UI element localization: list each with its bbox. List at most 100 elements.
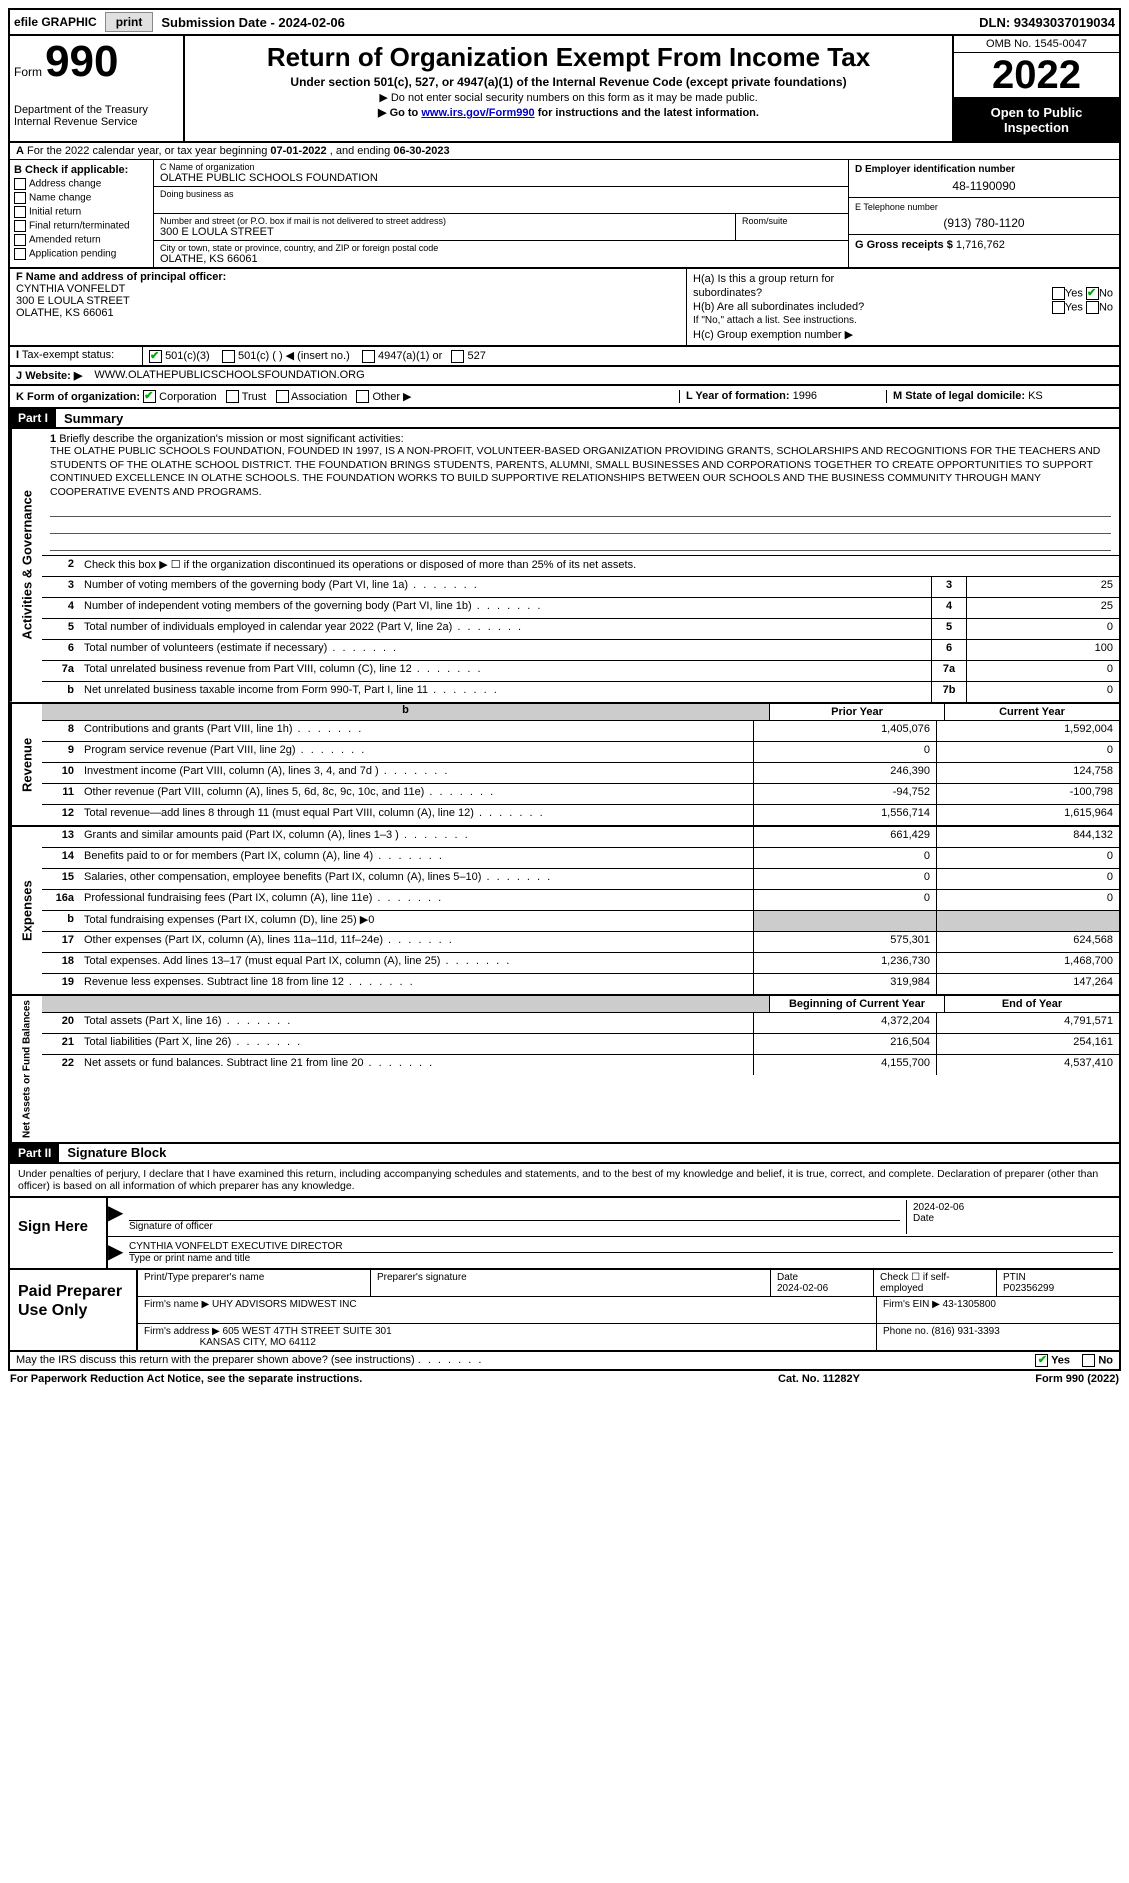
header-prior: Prior Year bbox=[769, 704, 944, 720]
ha-yes-check[interactable] bbox=[1052, 287, 1065, 300]
print-button[interactable]: print bbox=[105, 12, 154, 32]
firm-addr2: KANSAS CITY, MO 64112 bbox=[200, 1337, 316, 1348]
firm-name: UHY ADVISORS MIDWEST INC bbox=[212, 1299, 357, 1310]
row-desc: Other expenses (Part IX, column (A), lin… bbox=[80, 932, 753, 952]
part1-title: Summary bbox=[56, 411, 123, 426]
status-4947-check[interactable] bbox=[362, 350, 375, 363]
row-value: 25 bbox=[966, 577, 1119, 597]
row-num: 15 bbox=[42, 869, 80, 889]
check-application-pending[interactable]: Application pending bbox=[14, 248, 149, 260]
form-id-box: Form 990 Department of the Treasury Inte… bbox=[10, 36, 185, 141]
footer-right: Form 990 (2022) bbox=[919, 1373, 1119, 1385]
entity-block: B Check if applicable: Address change Na… bbox=[8, 159, 1121, 269]
expense-row: 16a Professional fundraising fees (Part … bbox=[42, 890, 1119, 911]
officer-row: F Name and address of principal officer:… bbox=[8, 269, 1121, 347]
hb-yes-check[interactable] bbox=[1052, 301, 1065, 314]
org-name-row: C Name of organization OLATHE PUBLIC SCH… bbox=[154, 160, 848, 187]
check-amended-return[interactable]: Amended return bbox=[14, 234, 149, 246]
period-begin: 07-01-2022 bbox=[270, 145, 326, 157]
row-box: 7b bbox=[931, 682, 966, 702]
ein-value: 48-1190090 bbox=[855, 179, 1113, 193]
status-501c-check[interactable] bbox=[222, 350, 235, 363]
b-label: B Check if applicable: bbox=[14, 164, 149, 176]
discuss-row: May the IRS discuss this return with the… bbox=[8, 1352, 1121, 1371]
row-desc: Total number of individuals employed in … bbox=[80, 619, 931, 639]
firm-ein-label: Firm's EIN ▶ bbox=[883, 1299, 940, 1310]
row-value: 100 bbox=[966, 640, 1119, 660]
row-desc: Total expenses. Add lines 13–17 (must eq… bbox=[80, 953, 753, 973]
entity-right: D Employer identification number 48-1190… bbox=[848, 160, 1119, 267]
phone-value: (913) 780-1120 bbox=[855, 216, 1113, 230]
check-name-change[interactable]: Name change bbox=[14, 192, 149, 204]
website-row: J Website: ▶ WWW.OLATHEPUBLICSCHOOLSFOUN… bbox=[8, 367, 1121, 386]
form-subtitle: Under section 501(c), 527, or 4947(a)(1)… bbox=[191, 75, 946, 89]
check-final-return[interactable]: Final return/terminated bbox=[14, 220, 149, 232]
prior-value: 0 bbox=[753, 848, 936, 868]
footer-left: For Paperwork Reduction Act Notice, see … bbox=[10, 1373, 719, 1385]
hb-no-check[interactable] bbox=[1086, 301, 1099, 314]
part2-label: Part II bbox=[10, 1144, 59, 1162]
blank-line bbox=[50, 536, 1111, 551]
prep-print-label: Print/Type preparer's name bbox=[138, 1270, 371, 1296]
discuss-no-check[interactable] bbox=[1082, 1354, 1095, 1367]
row-num: 18 bbox=[42, 953, 80, 973]
row-value: 25 bbox=[966, 598, 1119, 618]
row-desc: Contributions and grants (Part VIII, lin… bbox=[80, 721, 753, 741]
netassets-side-label: Net Assets or Fund Balances bbox=[10, 996, 42, 1142]
status-501c3-check[interactable] bbox=[149, 350, 162, 363]
row-desc: Total unrelated business revenue from Pa… bbox=[80, 661, 931, 681]
row-num: 11 bbox=[42, 784, 80, 804]
header-current: Current Year bbox=[944, 704, 1119, 720]
city-label: City or town, state or province, country… bbox=[160, 243, 842, 253]
governance-row: b Net unrelated business taxable income … bbox=[42, 682, 1119, 702]
row-num: 6 bbox=[42, 640, 80, 660]
row-num: 20 bbox=[42, 1013, 80, 1033]
goto-link[interactable]: www.irs.gov/Form990 bbox=[421, 107, 534, 119]
governance-row: 7a Total unrelated business revenue from… bbox=[42, 661, 1119, 682]
officer-addr2: OLATHE, KS 66061 bbox=[16, 307, 680, 319]
ha-no-check[interactable] bbox=[1086, 287, 1099, 300]
form-prefix: Form bbox=[14, 65, 42, 79]
discuss-yes-check[interactable] bbox=[1035, 1354, 1048, 1367]
row-desc: Benefits paid to or for members (Part IX… bbox=[80, 848, 753, 868]
city-value: OLATHE, KS 66061 bbox=[160, 253, 842, 265]
dba-label: Doing business as bbox=[160, 189, 842, 199]
k-association-check[interactable] bbox=[276, 390, 289, 403]
goto-line: ▶ Go to www.irs.gov/Form990 for instruct… bbox=[191, 106, 946, 119]
prep-row1: Print/Type preparer's name Preparer's si… bbox=[138, 1270, 1119, 1297]
check-initial-return[interactable]: Initial return bbox=[14, 206, 149, 218]
row-desc: Total liabilities (Part X, line 26) bbox=[80, 1034, 753, 1054]
row-num: 14 bbox=[42, 848, 80, 868]
tax-year: 2022 bbox=[954, 53, 1119, 99]
k-other-check[interactable] bbox=[356, 390, 369, 403]
row-desc: Professional fundraising fees (Part IX, … bbox=[80, 890, 753, 910]
revenue-row: 11 Other revenue (Part VIII, column (A),… bbox=[42, 784, 1119, 805]
c-label: C Name of organization bbox=[160, 162, 842, 172]
omb-number: OMB No. 1545-0047 bbox=[954, 36, 1119, 53]
k-trust-check[interactable] bbox=[226, 390, 239, 403]
sign-block: Sign Here ▶ Signature of officer 2024-02… bbox=[8, 1198, 1121, 1270]
check-address-change[interactable]: Address change bbox=[14, 178, 149, 190]
prior-value: 661,429 bbox=[753, 827, 936, 847]
status-527-check[interactable] bbox=[451, 350, 464, 363]
preparer-block: Paid Preparer Use Only Print/Type prepar… bbox=[8, 1270, 1121, 1352]
prior-value: 0 bbox=[753, 742, 936, 762]
header-b: b bbox=[42, 704, 769, 720]
row-num: 13 bbox=[42, 827, 80, 847]
k-corporation-check[interactable] bbox=[143, 390, 156, 403]
line2-desc: Check this box ▶ ☐ if the organization d… bbox=[80, 556, 1119, 576]
begin-value: 4,372,204 bbox=[753, 1013, 936, 1033]
form-number: 990 bbox=[45, 37, 118, 86]
prep-row2: Firm's name ▶ UHY ADVISORS MIDWEST INC F… bbox=[138, 1297, 1119, 1324]
row-box: 7a bbox=[931, 661, 966, 681]
row-num: b bbox=[42, 911, 80, 931]
row-desc: Total number of volunteers (estimate if … bbox=[80, 640, 931, 660]
preparer-phone: (816) 931-3393 bbox=[931, 1326, 999, 1337]
form-header: Form 990 Department of the Treasury Inte… bbox=[8, 36, 1121, 143]
entity-mid: C Name of organization OLATHE PUBLIC SCH… bbox=[154, 160, 848, 267]
row-desc: Net assets or fund balances. Subtract li… bbox=[80, 1055, 753, 1075]
gross-value: 1,716,762 bbox=[956, 239, 1005, 251]
current-value: 0 bbox=[936, 742, 1119, 762]
expense-row: b Total fundraising expenses (Part IX, c… bbox=[42, 911, 1119, 932]
part2-title: Signature Block bbox=[59, 1145, 166, 1160]
